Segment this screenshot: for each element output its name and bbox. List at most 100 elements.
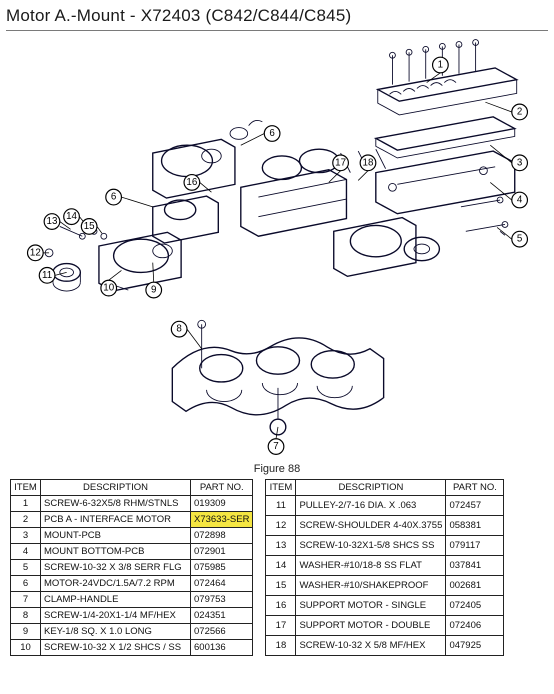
cell-part: 019309 xyxy=(191,496,253,512)
cell-item: 13 xyxy=(266,536,296,556)
svg-text:3: 3 xyxy=(517,157,522,168)
figure-caption: Figure 88 xyxy=(6,463,548,475)
cell-desc: SCREW-SHOULDER 4-40X.3755 xyxy=(296,516,446,536)
cell-item: 15 xyxy=(266,576,296,596)
cell-part: 075985 xyxy=(191,560,253,576)
page-title: Motor A.-Mount - X72403 (C842/C844/C845) xyxy=(6,6,351,25)
table-row: 14WASHER-#10/18-8 SS FLAT037841 xyxy=(266,556,504,576)
cell-desc: SUPPORT MOTOR - DOUBLE xyxy=(296,616,446,636)
cell-part: 072566 xyxy=(191,624,253,640)
table-row: 8SCREW-1/4-20X1-1/4 MF/HEX024351 xyxy=(11,608,253,624)
cell-desc: SCREW-10-32 X 3/8 SERR FLG xyxy=(41,560,191,576)
callout-16: 16 xyxy=(184,175,200,191)
callout-11: 11 xyxy=(39,268,55,284)
cell-desc: KEY-1/8 SQ. X 1.0 LONG xyxy=(41,624,191,640)
title-bar: Motor A.-Mount - X72403 (C842/C844/C845) xyxy=(6,4,548,31)
cell-desc: SCREW-10-32 X 1/2 SHCS / SS xyxy=(41,640,191,656)
cell-part: 072457 xyxy=(446,496,504,516)
cell-part: X73633-SER xyxy=(191,512,253,528)
parts-table-right: ITEM DESCRIPTION PART NO. 11PULLEY-2/7-1… xyxy=(265,479,504,656)
cell-part: 037841 xyxy=(446,556,504,576)
cell-part: 072898 xyxy=(191,528,253,544)
cell-item: 18 xyxy=(266,636,296,656)
cell-item: 7 xyxy=(11,592,41,608)
svg-text:2: 2 xyxy=(517,106,522,117)
col-header-item: ITEM xyxy=(11,480,41,496)
svg-text:4: 4 xyxy=(517,195,523,206)
svg-text:10: 10 xyxy=(103,283,114,294)
exploded-diagram: 1234566789101112131415161718 xyxy=(6,31,548,461)
parts-table-left: ITEM DESCRIPTION PART NO. 1SCREW-6-32X5/… xyxy=(10,479,253,656)
table-row: 6MOTOR-24VDC/1.5A/7.2 RPM072464 xyxy=(11,576,253,592)
parts-tables: ITEM DESCRIPTION PART NO. 1SCREW-6-32X5/… xyxy=(6,479,548,656)
svg-text:6: 6 xyxy=(269,128,274,139)
cell-desc: SCREW-10-32 X 5/8 MF/HEX xyxy=(296,636,446,656)
col-header-desc: DESCRIPTION xyxy=(41,480,191,496)
cell-part: 079753 xyxy=(191,592,253,608)
cell-item: 1 xyxy=(11,496,41,512)
table-row: 9KEY-1/8 SQ. X 1.0 LONG072566 xyxy=(11,624,253,640)
cell-part: 600136 xyxy=(191,640,253,656)
cell-part: 047925 xyxy=(446,636,504,656)
table-row: 11PULLEY-2/7-16 DIA. X .063072457 xyxy=(266,496,504,516)
table-row: 16SUPPORT MOTOR - SINGLE072405 xyxy=(266,596,504,616)
callout-13: 13 xyxy=(44,214,60,230)
callout-2: 2 xyxy=(512,104,528,120)
cell-item: 11 xyxy=(266,496,296,516)
svg-text:16: 16 xyxy=(186,177,197,188)
svg-text:11: 11 xyxy=(42,270,52,281)
svg-text:7: 7 xyxy=(273,441,278,452)
table-row: 17SUPPORT MOTOR - DOUBLE072406 xyxy=(266,616,504,636)
cell-desc: PULLEY-2/7-16 DIA. X .063 xyxy=(296,496,446,516)
svg-text:18: 18 xyxy=(363,157,374,168)
cell-item: 2 xyxy=(11,512,41,528)
table-row: 5SCREW-10-32 X 3/8 SERR FLG075985 xyxy=(11,560,253,576)
callout-6: 6 xyxy=(106,189,122,205)
svg-text:15: 15 xyxy=(84,221,95,232)
cell-desc: SUPPORT MOTOR - SINGLE xyxy=(296,596,446,616)
svg-text:13: 13 xyxy=(47,216,58,227)
cell-desc: PCB A - INTERFACE MOTOR xyxy=(41,512,191,528)
cell-desc: WASHER-#10/18-8 SS FLAT xyxy=(296,556,446,576)
callout-4: 4 xyxy=(512,192,528,208)
cell-part: 024351 xyxy=(191,608,253,624)
callout-8: 8 xyxy=(171,321,187,337)
cell-desc: WASHER-#10/SHAKEPROOF xyxy=(296,576,446,596)
cell-desc: SCREW-6-32X5/8 RHM/STNLS xyxy=(41,496,191,512)
col-header-item: ITEM xyxy=(266,480,296,496)
cell-desc: CLAMP-HANDLE xyxy=(41,592,191,608)
cell-part: 072901 xyxy=(191,544,253,560)
cell-desc: SCREW-10-32X1-5/8 SHCS SS xyxy=(296,536,446,556)
svg-text:5: 5 xyxy=(517,234,523,245)
callout-1: 1 xyxy=(433,57,449,73)
callout-18: 18 xyxy=(360,155,376,171)
svg-text:17: 17 xyxy=(335,157,346,168)
svg-text:9: 9 xyxy=(151,285,156,296)
table-row: 15WASHER-#10/SHAKEPROOF002681 xyxy=(266,576,504,596)
cell-item: 12 xyxy=(266,516,296,536)
cell-part: 072406 xyxy=(446,616,504,636)
table-row: 7CLAMP-HANDLE079753 xyxy=(11,592,253,608)
cell-item: 4 xyxy=(11,544,41,560)
table-row: 12SCREW-SHOULDER 4-40X.3755058381 xyxy=(266,516,504,536)
cell-part: 072405 xyxy=(446,596,504,616)
col-header-desc: DESCRIPTION xyxy=(296,480,446,496)
callout-6: 6 xyxy=(264,126,280,142)
callout-3: 3 xyxy=(512,155,528,171)
cell-desc: MOUNT-PCB xyxy=(41,528,191,544)
cell-item: 16 xyxy=(266,596,296,616)
svg-text:8: 8 xyxy=(176,324,181,335)
diagram-svg: 1234566789101112131415161718 xyxy=(6,31,548,461)
table-row: 13SCREW-10-32X1-5/8 SHCS SS079117 xyxy=(266,536,504,556)
cell-item: 10 xyxy=(11,640,41,656)
cell-item: 3 xyxy=(11,528,41,544)
cell-part: 002681 xyxy=(446,576,504,596)
table-row: 1SCREW-6-32X5/8 RHM/STNLS019309 xyxy=(11,496,253,512)
cell-item: 8 xyxy=(11,608,41,624)
cell-item: 9 xyxy=(11,624,41,640)
cell-desc: SCREW-1/4-20X1-1/4 MF/HEX xyxy=(41,608,191,624)
callout-14: 14 xyxy=(64,209,80,225)
svg-text:12: 12 xyxy=(30,247,41,258)
cell-item: 14 xyxy=(266,556,296,576)
cell-desc: MOTOR-24VDC/1.5A/7.2 RPM xyxy=(41,576,191,592)
